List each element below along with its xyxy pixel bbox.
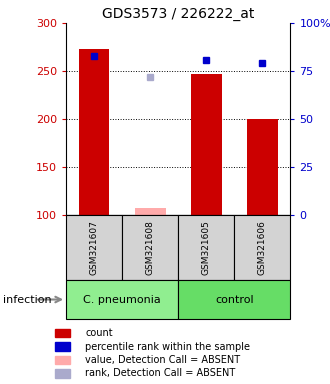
Bar <box>191 74 222 215</box>
Bar <box>247 119 278 215</box>
Bar <box>55 356 70 364</box>
Bar <box>66 215 122 280</box>
Bar <box>66 280 178 319</box>
Bar <box>234 215 290 280</box>
Bar <box>178 280 290 319</box>
Text: GSM321607: GSM321607 <box>89 220 99 275</box>
Text: C. pneumonia: C. pneumonia <box>83 295 161 305</box>
Text: rank, Detection Call = ABSENT: rank, Detection Call = ABSENT <box>85 368 235 379</box>
Bar <box>178 215 234 280</box>
Title: GDS3573 / 226222_at: GDS3573 / 226222_at <box>102 7 254 21</box>
Bar <box>79 49 110 215</box>
Text: percentile rank within the sample: percentile rank within the sample <box>85 341 250 352</box>
Bar <box>55 342 70 351</box>
Text: GSM321608: GSM321608 <box>146 220 155 275</box>
Text: infection: infection <box>3 295 52 305</box>
Text: count: count <box>85 328 113 338</box>
Text: GSM321605: GSM321605 <box>202 220 211 275</box>
Bar <box>135 208 166 215</box>
Bar <box>55 329 70 338</box>
Text: value, Detection Call = ABSENT: value, Detection Call = ABSENT <box>85 355 240 365</box>
Text: GSM321606: GSM321606 <box>258 220 267 275</box>
Bar <box>55 369 70 378</box>
Text: control: control <box>215 295 254 305</box>
Bar <box>122 215 178 280</box>
